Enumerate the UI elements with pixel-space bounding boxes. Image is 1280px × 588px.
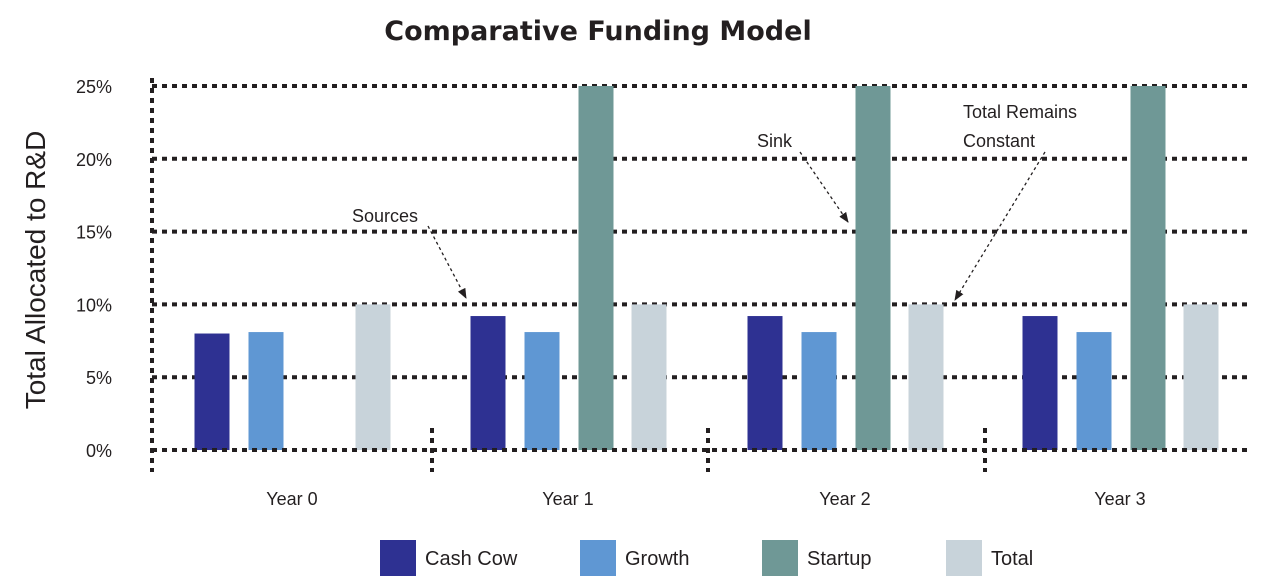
legend-label: Cash Cow [425,548,518,570]
legend-swatch [762,540,798,576]
bar-startup [855,86,891,450]
chart-title: Comparative Funding Model [384,16,811,47]
annotation-arrow [954,151,1046,301]
legend-label: Startup [807,548,871,570]
bar-cash-cow [1022,316,1058,450]
bar-startup [1130,86,1166,450]
bar-growth [1076,332,1112,450]
annotation-arrow [799,151,849,223]
y-tick-label: 20% [76,150,112,170]
y-tick-label: 5% [86,368,112,388]
bar-cash-cow [470,316,506,450]
bar-total [631,304,667,450]
annotation-arrow [427,225,467,299]
annotation-total-line1: Total Remains [963,102,1077,122]
bar-total [908,304,944,450]
x-tick-label: Year 3 [1094,489,1145,509]
bar-total [355,304,391,450]
annotation-sink: Sink [757,131,793,151]
y-tick-label: 0% [86,441,112,461]
bar-startup [578,86,614,450]
bar-cash-cow [747,316,783,450]
legend-label: Total [991,548,1033,570]
annotation-total-line2: Constant [963,131,1035,151]
y-tick-label: 10% [76,295,112,315]
bar-growth [248,332,284,450]
legend-swatch [946,540,982,576]
bar-growth [524,332,560,450]
x-tick-label: Year 2 [819,489,870,509]
bar-total [1183,304,1219,450]
legend-label: Growth [625,548,689,570]
legend-swatch [580,540,616,576]
x-tick-label: Year 1 [542,489,593,509]
y-tick-label: 15% [76,223,112,243]
x-tick-label: Year 0 [266,489,317,509]
legend-swatch [380,540,416,576]
annotation-sources: Sources [352,206,418,226]
bar-growth [801,332,837,450]
y-tick-label: 25% [76,77,112,97]
bar-cash-cow [194,333,230,450]
y-axis-label: Total Allocated to R&D [20,131,51,410]
